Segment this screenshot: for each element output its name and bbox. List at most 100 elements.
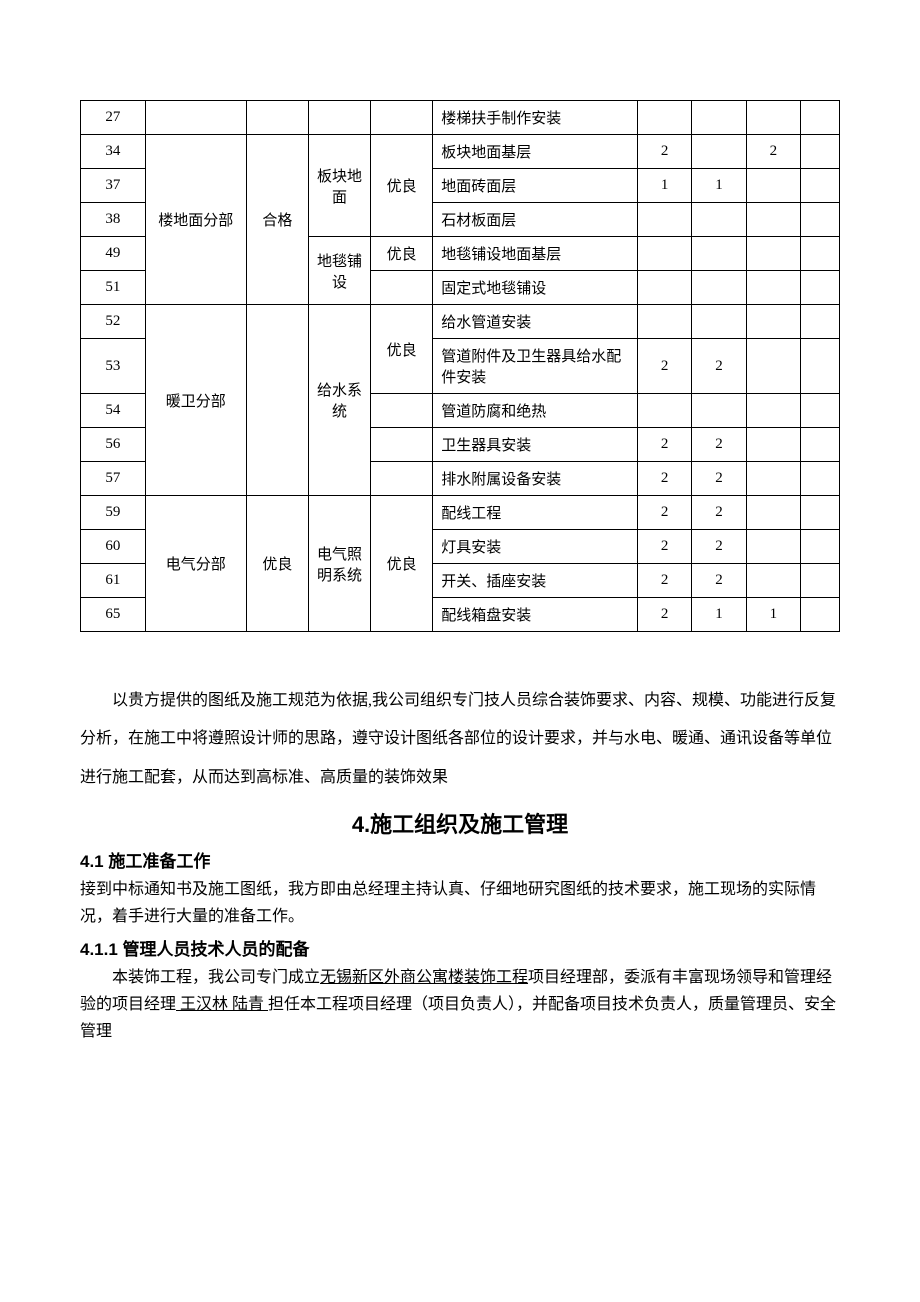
row-n2 (692, 305, 746, 339)
cell-empty (371, 462, 433, 496)
row-n1 (637, 394, 691, 428)
grade-hvac (246, 305, 308, 496)
cell-empty (801, 598, 840, 632)
table-row: 34 楼地面分部 合格 板块地面 优良 板块地面基层 2 2 (81, 135, 840, 169)
row-n2 (692, 237, 746, 271)
text-41: 接到中标通知书及施工图纸，我方即由总经理主持认真、仔细地研究图纸的技术要求，施工… (80, 876, 840, 930)
row-idx: 54 (81, 394, 146, 428)
sub-elec: 电气照明系统 (308, 496, 370, 632)
summary-paragraph: 以贵方提供的图纸及施工规范为依据,我公司组织专门技人员综合装饰要求、内容、规模、… (80, 682, 840, 797)
row-n1: 2 (637, 462, 691, 496)
row-n3 (746, 169, 800, 203)
row-n3 (746, 101, 800, 135)
row-n2: 2 (692, 339, 746, 394)
row-idx: 56 (81, 428, 146, 462)
cell-empty (371, 271, 433, 305)
cell-empty (801, 305, 840, 339)
row-idx: 61 (81, 564, 146, 598)
sub-carpet: 地毯铺设 (308, 237, 370, 305)
row-n1 (637, 271, 691, 305)
row-n3 (746, 530, 800, 564)
quality-table: 27 楼梯扶手制作安装 34 楼地面分部 合格 板块地面 优良 板块地面基层 2… (80, 100, 840, 632)
row-n2: 2 (692, 564, 746, 598)
row-n1: 2 (637, 496, 691, 530)
row-item: 地毯铺设地面基层 (433, 237, 638, 271)
row-idx: 60 (81, 530, 146, 564)
row-idx: 37 (81, 169, 146, 203)
grade-floor: 合格 (246, 135, 308, 305)
sub-water: 给水系统 (308, 305, 370, 496)
grade-carpet: 优良 (371, 237, 433, 271)
row-n2 (692, 394, 746, 428)
text-411-u2: 王汉林 陆青 (176, 996, 268, 1013)
row-item: 开关、插座安装 (433, 564, 638, 598)
heading-section-4: 4.施工组织及施工管理 (80, 807, 840, 839)
row-item: 地面砖面层 (433, 169, 638, 203)
row-n1: 2 (637, 530, 691, 564)
text-411-u1: 无锡新区外商公寓楼装饰工程 (320, 969, 528, 986)
row-n2: 1 (692, 598, 746, 632)
row-item: 配线箱盘安装 (433, 598, 638, 632)
row-item: 配线工程 (433, 496, 638, 530)
row-item: 固定式地毯铺设 (433, 271, 638, 305)
grade-elec2: 优良 (371, 496, 433, 632)
row-n1 (637, 101, 691, 135)
cell-empty (371, 428, 433, 462)
grade-water: 优良 (371, 305, 433, 394)
row-n3: 2 (746, 135, 800, 169)
row-n1 (637, 203, 691, 237)
row-idx: 65 (81, 598, 146, 632)
cell-empty (145, 101, 246, 135)
row-n1: 2 (637, 135, 691, 169)
row-idx: 52 (81, 305, 146, 339)
row-idx: 51 (81, 271, 146, 305)
cell-empty (371, 101, 433, 135)
table-row: 59 电气分部 优良 电气照明系统 优良 配线工程 2 2 (81, 496, 840, 530)
row-idx: 53 (81, 339, 146, 394)
section-elec: 电气分部 (145, 496, 246, 632)
row-n3 (746, 564, 800, 598)
row-idx: 57 (81, 462, 146, 496)
row-item: 排水附属设备安装 (433, 462, 638, 496)
row-idx: 59 (81, 496, 146, 530)
section-floor: 楼地面分部 (145, 135, 246, 305)
cell-empty (801, 203, 840, 237)
cell-empty (801, 271, 840, 305)
heading-41: 4.1 施工准备工作 (80, 847, 840, 872)
row-item: 给水管道安装 (433, 305, 638, 339)
row-n2 (692, 101, 746, 135)
row-item: 石材板面层 (433, 203, 638, 237)
row-n1 (637, 305, 691, 339)
table-row: 52 暖卫分部 给水系统 优良 给水管道安装 (81, 305, 840, 339)
cell-empty (801, 496, 840, 530)
row-n3 (746, 237, 800, 271)
grade-elec: 优良 (246, 496, 308, 632)
cell-empty (801, 530, 840, 564)
row-n2 (692, 135, 746, 169)
row-item: 楼梯扶手制作安装 (433, 101, 638, 135)
sub-block: 板块地面 (308, 135, 370, 237)
row-n2: 1 (692, 169, 746, 203)
row-item: 卫生器具安装 (433, 428, 638, 462)
row-n3 (746, 203, 800, 237)
row-n2: 2 (692, 462, 746, 496)
row-idx: 38 (81, 203, 146, 237)
cell-empty (246, 101, 308, 135)
cell-empty (801, 169, 840, 203)
row-n1: 2 (637, 564, 691, 598)
table-row: 27 楼梯扶手制作安装 (81, 101, 840, 135)
cell-empty (801, 135, 840, 169)
row-n3 (746, 496, 800, 530)
cell-empty (801, 339, 840, 394)
row-n1: 1 (637, 169, 691, 203)
row-n2 (692, 203, 746, 237)
row-idx: 34 (81, 135, 146, 169)
row-n3 (746, 394, 800, 428)
text-411-a: 本装饰工程，我公司专门成立 (112, 969, 320, 986)
row-n1: 2 (637, 428, 691, 462)
row-n1 (637, 237, 691, 271)
text-411: 本装饰工程，我公司专门成立无锡新区外商公寓楼装饰工程项目经理部，委派有丰富现场领… (80, 964, 840, 1046)
row-n3 (746, 462, 800, 496)
row-item: 板块地面基层 (433, 135, 638, 169)
row-n1: 2 (637, 598, 691, 632)
